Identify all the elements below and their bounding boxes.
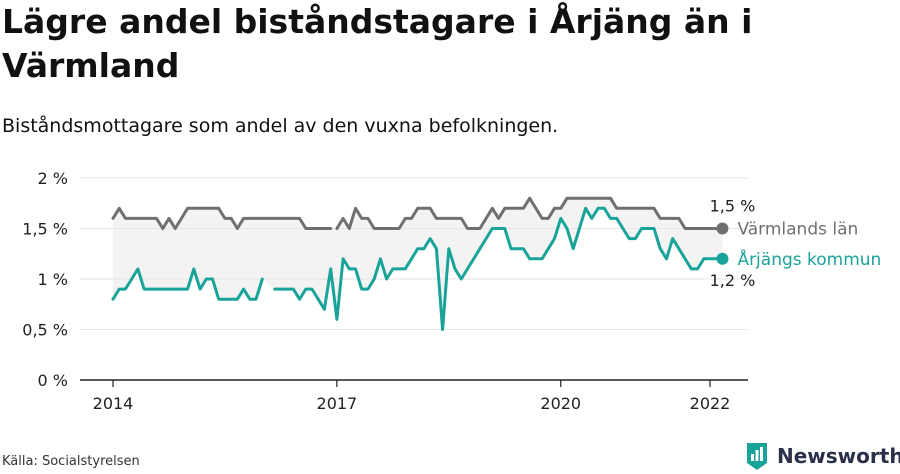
series-end-value-label: 1,5 % [710,197,756,216]
series-end-value-label: 1,2 % [710,271,756,290]
newsworthy-logo-icon [747,443,767,470]
chart-subtitle: Biståndsmottagare som andel av den vuxna… [2,115,559,137]
x-tick-label: 2017 [317,394,358,413]
x-tick-label: 2014 [93,394,134,413]
label-layer: 0 % 0,5 % 1 % 1,5 % 2 % 2014 2017 2020 2022 Värml… [22,169,881,413]
series-line [111,267,264,301]
difference-band [113,198,723,330]
series-legend-label: Årjängs kommun [737,248,881,270]
series-end-marker [716,222,729,235]
brand-name: Newsworthy [777,444,900,468]
y-tick-label: 1,5 % [22,220,68,239]
series-line [273,206,724,331]
brand-logo[interactable]: Newsworthy [745,441,900,471]
series-legend-label: Värmlands län [737,220,858,240]
series-line [335,196,724,230]
chart-title: Lägre andel biståndstagare i Årjäng än i… [2,2,753,85]
series-line-layer [111,196,729,331]
series-line [111,206,333,230]
range-band-layer [113,198,723,330]
y-tick-label: 1 % [38,270,68,289]
series-end-marker [716,252,729,265]
y-tick-label: 0 % [38,371,68,390]
source-note: Källa: Socialstyrelsen [2,454,140,469]
y-tick-label: 0,5 % [22,321,68,340]
x-tick-label: 2022 [690,394,731,413]
y-tick-label: 2 % [38,169,68,188]
x-tick-label: 2020 [540,394,581,413]
